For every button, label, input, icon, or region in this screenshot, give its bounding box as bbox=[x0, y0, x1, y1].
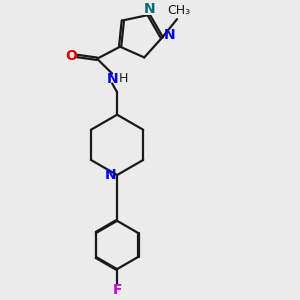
Text: N: N bbox=[106, 71, 118, 85]
Text: N: N bbox=[105, 168, 117, 182]
Text: N: N bbox=[164, 28, 176, 42]
Text: F: F bbox=[112, 284, 122, 298]
Text: O: O bbox=[65, 49, 77, 63]
Text: H: H bbox=[119, 72, 128, 85]
Text: N: N bbox=[144, 2, 156, 16]
Text: CH₃: CH₃ bbox=[167, 4, 190, 17]
